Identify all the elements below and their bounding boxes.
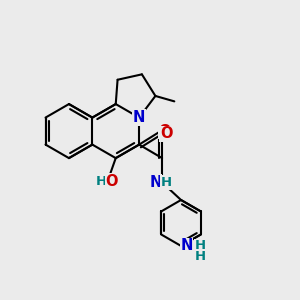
Text: O: O <box>105 174 118 189</box>
Text: H: H <box>160 176 172 189</box>
Text: O: O <box>160 126 172 141</box>
Text: N: N <box>149 175 161 190</box>
Text: H: H <box>95 175 106 188</box>
Text: O: O <box>159 124 171 139</box>
Text: N: N <box>180 238 193 253</box>
Text: H: H <box>194 250 206 263</box>
Text: N: N <box>133 110 145 125</box>
Text: H: H <box>194 239 206 252</box>
